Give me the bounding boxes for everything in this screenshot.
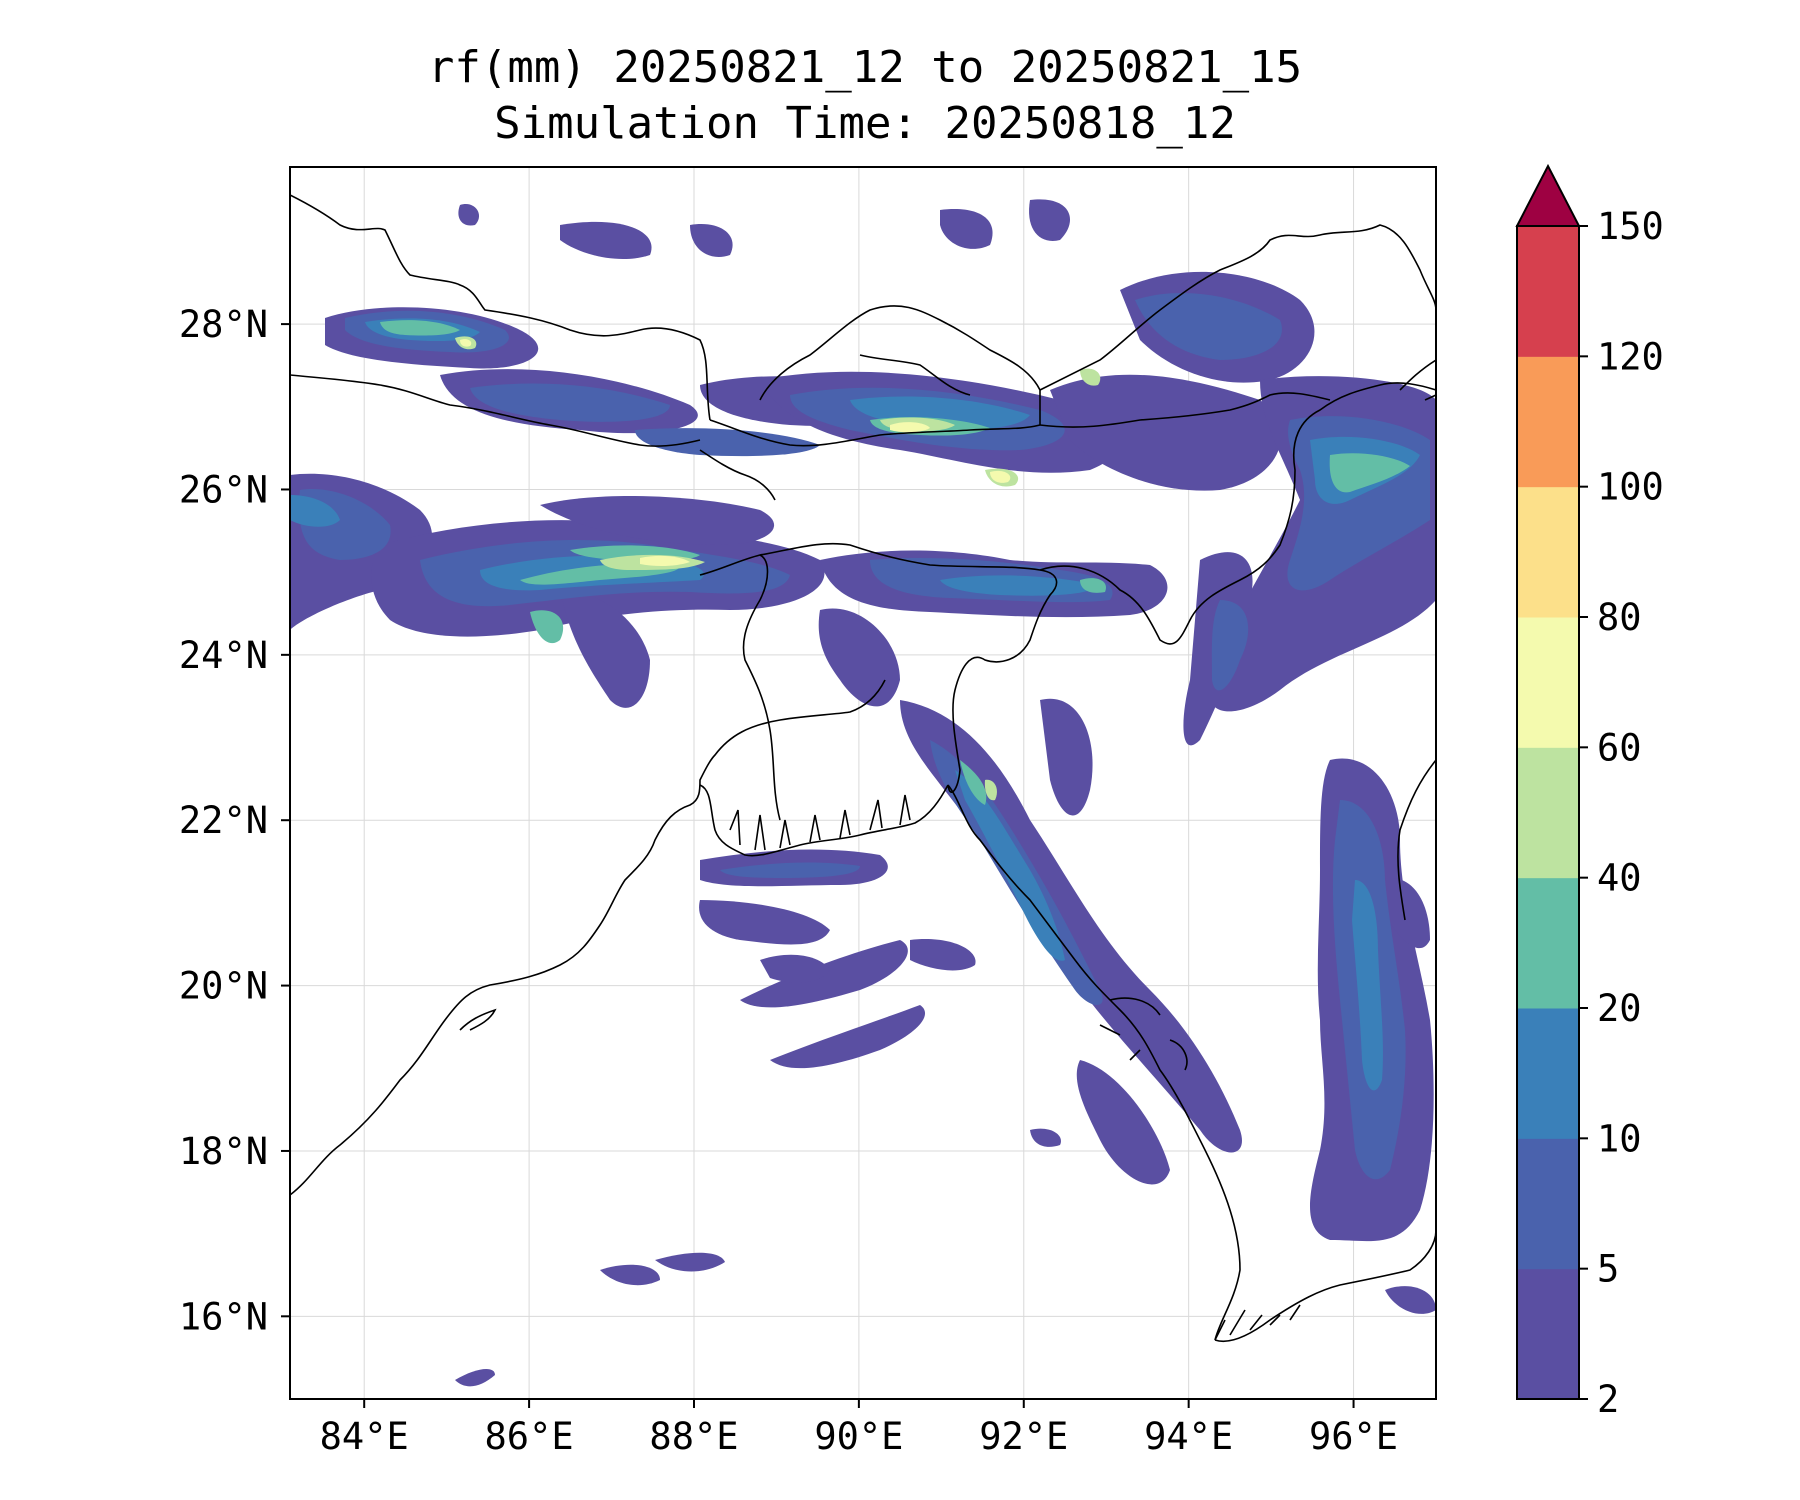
map-frame bbox=[289, 166, 1437, 1400]
x-tick-label: 94°E bbox=[1144, 1415, 1233, 1458]
coastlines-and-borders bbox=[290, 194, 1436, 1342]
y-tick-label: 16°N bbox=[179, 1295, 268, 1338]
y-tick-label: 18°N bbox=[179, 1130, 268, 1173]
x-tick-label: 96°E bbox=[1309, 1415, 1398, 1458]
y-tick-label: 28°N bbox=[179, 303, 268, 346]
colorbar-tick-label: 20 bbox=[1597, 987, 1642, 1030]
x-tick-label: 92°E bbox=[979, 1415, 1068, 1458]
colorbar-segment bbox=[1517, 1008, 1579, 1139]
colorbar-segment bbox=[1517, 747, 1579, 879]
y-tick-label: 24°N bbox=[179, 634, 268, 677]
colorbar-tick-label: 2 bbox=[1597, 1378, 1619, 1421]
colorbar-tick-label: 10 bbox=[1597, 1117, 1642, 1160]
y-tick-label: 22°N bbox=[179, 799, 268, 842]
y-tick-label: 26°N bbox=[179, 468, 268, 511]
colorbar-segment bbox=[1517, 356, 1579, 488]
colorbar: 2 5 10 20 40 60 80 100 120 150 bbox=[1515, 163, 1664, 1421]
x-axis: 84°E 86°E 88°E 90°E 92°E 94°E 96°E bbox=[320, 1399, 1398, 1458]
rainfall-contours bbox=[290, 199, 1436, 1387]
colorbar-tick-label: 120 bbox=[1597, 335, 1664, 378]
colorbar-tick-label: 40 bbox=[1597, 857, 1642, 900]
x-tick-label: 84°E bbox=[320, 1415, 409, 1458]
colorbar-segment bbox=[1517, 226, 1579, 357]
y-axis: 16°N 18°N 20°N 22°N 24°N 26°N 28°N bbox=[179, 303, 290, 1338]
colorbar-tick-label: 100 bbox=[1597, 466, 1664, 509]
colorbar-segment bbox=[1517, 617, 1579, 748]
colorbar-segment bbox=[1517, 877, 1579, 1009]
colorbar-tick-label: 150 bbox=[1597, 205, 1664, 248]
map-title-line-2: Simulation Time: 20250818_12 bbox=[494, 98, 1236, 149]
x-tick-label: 88°E bbox=[649, 1415, 738, 1458]
map-plot-area bbox=[290, 167, 1436, 1399]
colorbar-frame bbox=[1516, 225, 1580, 1400]
colorbar-segment bbox=[1517, 1138, 1579, 1270]
colorbar-segment bbox=[1517, 486, 1579, 618]
colorbar-tick-label: 60 bbox=[1597, 726, 1642, 769]
colorbar-tick-label: 5 bbox=[1597, 1248, 1619, 1291]
x-tick-label: 86°E bbox=[485, 1415, 574, 1458]
y-tick-label: 20°N bbox=[179, 965, 268, 1008]
x-tick-label: 90°E bbox=[814, 1415, 903, 1458]
colorbar-segment bbox=[1517, 1268, 1579, 1400]
colorbar-extend-arrow bbox=[1515, 163, 1581, 227]
colorbar-tick-label: 80 bbox=[1597, 596, 1642, 639]
map-title-line-1: rf(mm) 20250821_12 to 20250821_15 bbox=[427, 42, 1303, 93]
